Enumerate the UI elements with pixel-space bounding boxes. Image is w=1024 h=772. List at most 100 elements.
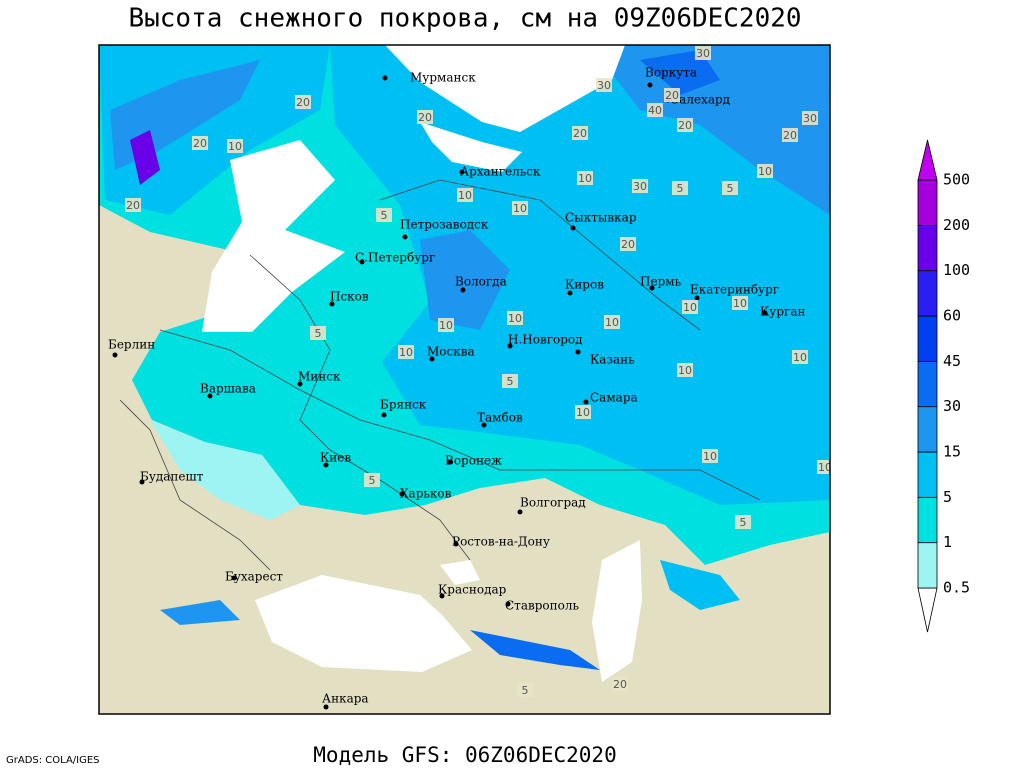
city-dot	[139, 479, 145, 485]
contour-label-box	[512, 201, 528, 215]
contour-label: 10	[793, 351, 807, 364]
contour-label: 10	[818, 461, 832, 474]
city-label: Харьков	[400, 487, 452, 501]
city-dot	[402, 234, 408, 240]
contour-label-box	[502, 374, 518, 388]
sea	[202, 140, 345, 332]
sea	[420, 122, 522, 172]
city-label: Ставрополь	[505, 599, 579, 613]
legend-swatch	[917, 270, 938, 317]
contour-label: 20	[418, 111, 432, 124]
contour-label: 20	[126, 199, 140, 212]
contour-label: 10	[605, 316, 619, 329]
city-label: Пермь	[640, 275, 682, 289]
snow-area	[150, 420, 300, 520]
contour-label: 20	[296, 96, 310, 109]
legend-label: 30	[943, 397, 961, 415]
contour-label-box	[517, 683, 533, 697]
contour-label: 10	[703, 450, 717, 463]
contour-label-box	[802, 111, 818, 125]
contour-label-box	[604, 315, 620, 329]
contour-label-box	[672, 181, 688, 195]
contour-label-box	[417, 110, 433, 124]
city-label: Минск	[298, 370, 341, 384]
city-label: С.Петербург	[355, 251, 435, 265]
city-label: Псков	[330, 290, 369, 304]
city-label: Краснодар	[438, 583, 507, 597]
contour-label: 5	[677, 182, 684, 195]
contour-label: 5	[522, 684, 529, 697]
city-dot	[517, 509, 523, 515]
city-label: Бухарест	[225, 570, 283, 584]
snow-area	[420, 230, 510, 330]
city-label: Екатеринбург	[690, 283, 779, 297]
city-label: Н.Новгород	[508, 333, 583, 347]
contour-label-box	[310, 326, 326, 340]
city-dot	[575, 349, 581, 355]
city-dot	[382, 75, 388, 81]
snow-area	[160, 600, 240, 625]
contour-label: 5	[381, 209, 388, 222]
contour-label: 30	[597, 79, 611, 92]
legend-label: 200	[943, 216, 970, 234]
contour-label-box	[792, 350, 808, 364]
legend-label: 60	[943, 307, 961, 325]
contour-label-box	[507, 311, 523, 325]
contour-label-box	[457, 188, 473, 202]
city-dot	[481, 422, 487, 428]
contour-label-box	[295, 95, 311, 109]
contour-label: 10	[733, 297, 747, 310]
city-label: Берлин	[108, 338, 155, 352]
contour-label-box	[722, 181, 738, 195]
contour-label-box	[677, 118, 693, 132]
contour-label: 20	[621, 238, 635, 251]
contour-label: 20	[573, 127, 587, 140]
contour-label: 30	[696, 47, 710, 60]
city-dot	[399, 491, 405, 497]
map-frame	[98, 44, 831, 715]
contour-label-box	[782, 128, 798, 142]
city-dot	[505, 601, 511, 607]
city-dot	[570, 225, 576, 231]
sea	[255, 575, 472, 672]
city-label: Киров	[565, 278, 604, 292]
city-dot	[323, 462, 329, 468]
legend-swatch	[917, 496, 938, 544]
city-dot	[429, 356, 435, 362]
contour-label-box	[612, 677, 628, 691]
contour-label-box	[677, 363, 693, 377]
sea	[592, 540, 642, 682]
snow-area	[470, 630, 600, 670]
city-label: Ростов-на-Дону	[452, 535, 550, 549]
city-label: Брянск	[380, 398, 427, 412]
credit: GrADS: COLA/IGES	[6, 755, 100, 766]
contour-label-box	[577, 171, 593, 185]
sea	[385, 45, 625, 132]
contour-label: 5	[740, 516, 747, 529]
contour-label: 5	[507, 375, 514, 388]
legend-label: 45	[943, 352, 961, 370]
city-dot	[647, 82, 653, 88]
city-dot	[567, 290, 573, 296]
border	[159, 329, 761, 501]
border	[119, 399, 271, 571]
legend-label: 15	[943, 443, 961, 461]
city-dot	[439, 593, 445, 599]
contour-label: 10	[399, 346, 413, 359]
snow-area	[130, 130, 160, 185]
legend-swatch	[917, 224, 938, 272]
contour-label-box	[438, 318, 454, 332]
city-label: Москва	[427, 345, 475, 359]
contour-label-box	[735, 515, 751, 529]
contour-label-box	[192, 136, 208, 150]
contour-label-box	[664, 88, 680, 102]
contour-label-box	[757, 164, 773, 178]
legend-swatch	[917, 587, 938, 633]
border	[379, 179, 701, 331]
legend-swatch	[917, 315, 938, 362]
contour-label: 10	[458, 189, 472, 202]
title: Высота снежного покрова, см на 09Z06DEC2…	[128, 4, 801, 34]
city-label: Волгоград	[520, 496, 586, 510]
city-dot	[459, 169, 465, 175]
